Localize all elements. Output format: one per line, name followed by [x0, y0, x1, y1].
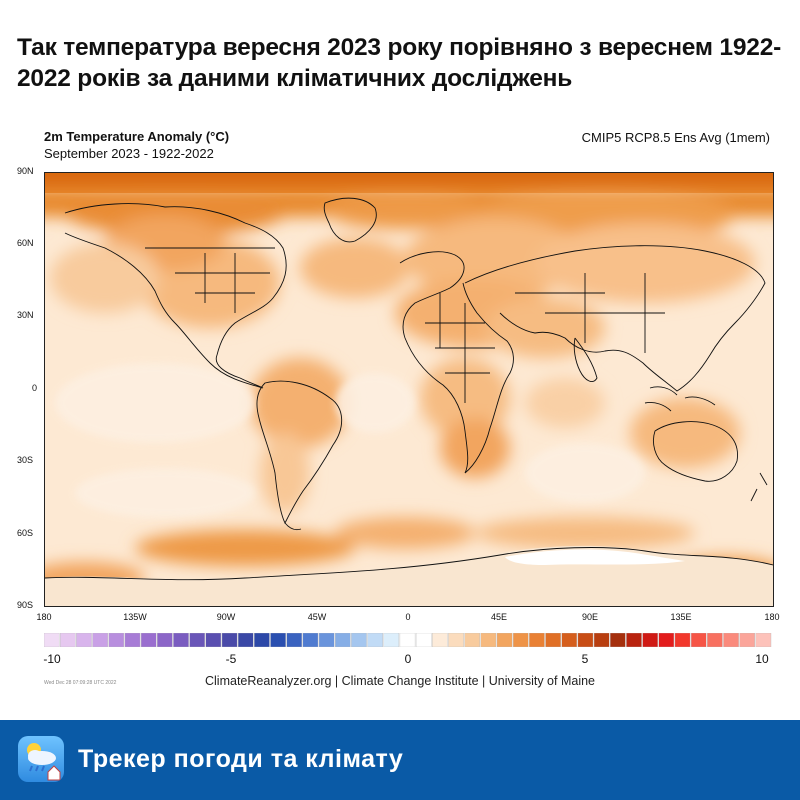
colorbar-swatch	[448, 633, 464, 647]
colorbar-tick: 5	[581, 652, 589, 666]
colorbar-swatch	[302, 633, 319, 647]
headline: Так температура вересня 2023 року порівн…	[17, 34, 782, 92]
colorbar-swatch	[92, 633, 108, 647]
colorbar-tick: -5	[225, 652, 237, 666]
colorbar-swatch	[610, 633, 626, 647]
colorbar-swatch	[351, 633, 367, 647]
colorbar-swatch	[76, 633, 92, 647]
credit-line: ClimateReanalyzer.org | Climate Change I…	[205, 674, 595, 688]
colorbar-swatch	[59, 633, 76, 647]
lat-label: 60N	[17, 238, 34, 248]
lat-label: 30S	[17, 455, 34, 465]
colorbar-swatch	[480, 633, 497, 647]
lon-label: 45W	[307, 612, 327, 622]
colorbar-swatch	[626, 633, 642, 647]
colorbar-swatch	[496, 633, 513, 647]
colorbar-swatch	[512, 633, 529, 647]
lon-label: 135W	[123, 612, 147, 622]
colorbar-swatch	[157, 633, 173, 647]
colorbar-swatch	[415, 633, 432, 647]
lon-label: 180	[36, 612, 52, 622]
lon-label: 135E	[670, 612, 692, 622]
colorbar-swatch	[173, 633, 189, 647]
colorbar-swatch	[755, 633, 772, 647]
colorbar-swatch	[237, 633, 254, 647]
colorbar-swatch	[545, 633, 561, 647]
lat-label: 90N	[17, 166, 34, 176]
colorbar-swatch	[335, 633, 351, 647]
colorbar-swatch	[254, 633, 270, 647]
lat-label: 90S	[17, 600, 34, 610]
lon-label: 90W	[216, 612, 236, 622]
map-subtitle: September 2023 - 1922-2022	[44, 146, 214, 161]
colorbar-swatch	[44, 633, 60, 647]
colorbar-swatch	[205, 633, 222, 647]
colorbar-swatch	[221, 633, 238, 647]
lat-label: 30N	[17, 310, 34, 320]
colorbar-swatch	[739, 633, 756, 647]
colorbar-tick: 10	[755, 652, 769, 666]
model-label: CMIP5 RCP8.5 Ens Avg (1mem)	[581, 130, 770, 145]
footer-bar	[0, 720, 800, 800]
lon-label: 0	[405, 612, 411, 622]
colorbar-swatch	[286, 633, 303, 647]
colorbar-swatch	[189, 633, 205, 647]
colorbar-swatch	[690, 633, 707, 647]
colorbar-swatch	[318, 633, 335, 647]
colorbar-swatch	[658, 633, 675, 647]
colorbar-swatch	[529, 633, 545, 647]
colorbar-swatch	[140, 633, 157, 647]
timestamp: Wed Dec 28 07:09:28 UTC 2022	[44, 680, 117, 686]
colorbar-swatch	[432, 633, 448, 647]
colorbar-swatch	[399, 633, 416, 647]
footer-title: Трекер погоди та клімату	[78, 745, 404, 773]
colorbar	[44, 633, 772, 647]
lon-label: 45E	[490, 612, 508, 622]
colorbar-swatch	[642, 633, 658, 647]
colorbar-swatch	[723, 633, 739, 647]
colorbar-tick: -10	[43, 652, 61, 666]
colorbar-swatch	[707, 633, 723, 647]
colorbar-tick: 0	[404, 652, 412, 666]
colorbar-swatch	[464, 633, 480, 647]
colorbar-swatch	[674, 633, 691, 647]
colorbar-swatch	[367, 633, 383, 647]
lon-label: 180	[764, 612, 780, 622]
colorbar-swatch	[108, 633, 125, 647]
colorbar-swatch	[124, 633, 141, 647]
anomaly-map	[44, 172, 774, 607]
lat-label: 60S	[17, 528, 34, 538]
colorbar-swatch	[383, 633, 400, 647]
colorbar-swatch	[561, 633, 578, 647]
colorbar-swatch	[270, 633, 286, 647]
colorbar-swatch	[577, 633, 594, 647]
map-title: 2m Temperature Anomaly (°C)	[44, 129, 230, 144]
weather-app-icon	[18, 736, 64, 782]
colorbar-swatch	[593, 633, 610, 647]
lon-label: 90E	[581, 612, 599, 622]
lat-label: 0	[32, 383, 38, 393]
